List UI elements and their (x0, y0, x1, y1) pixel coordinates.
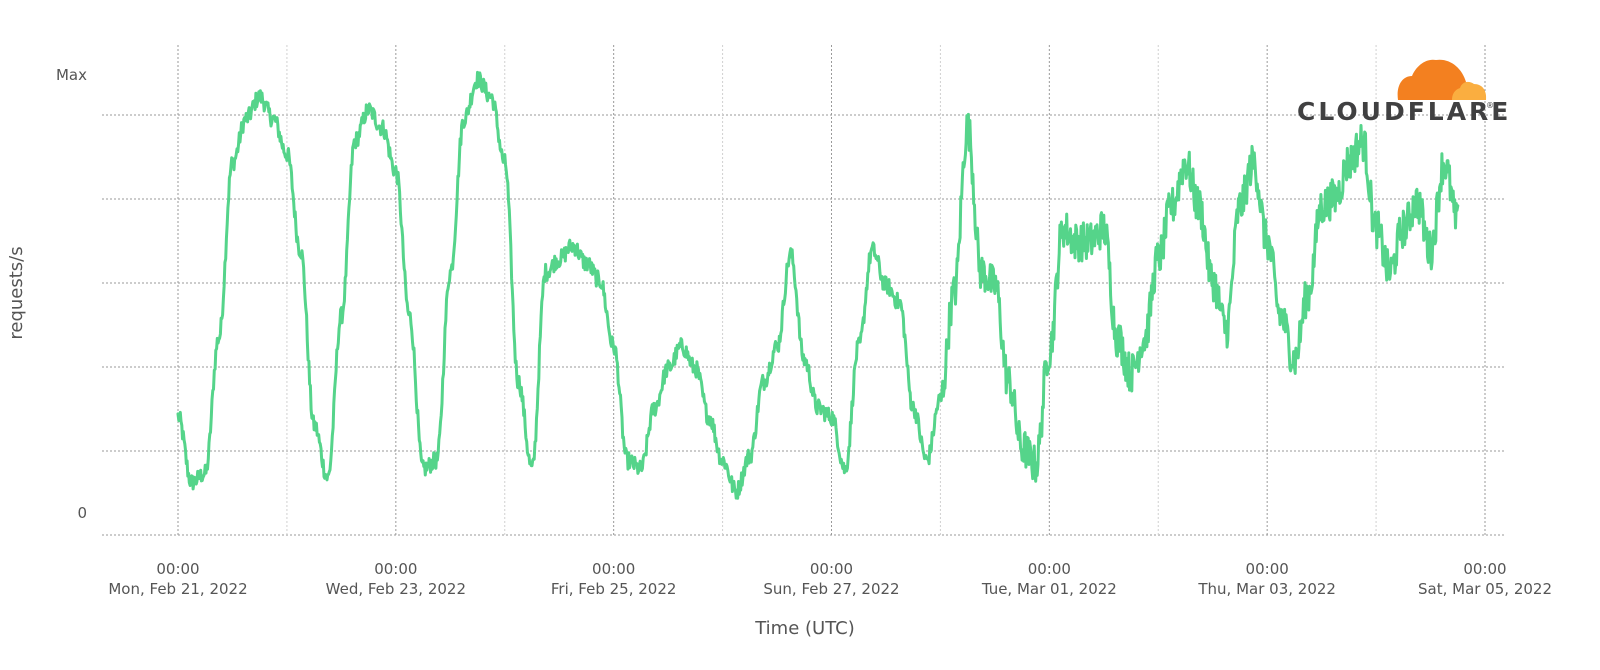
cloudflare-logo: CLOUDFLARE ® (1297, 59, 1511, 126)
x-tick-date: Thu, Mar 03, 2022 (1197, 580, 1336, 598)
x-tick-label: 00:00 Sun, Feb 27, 2022 (763, 560, 899, 598)
x-tick-label: 00:00 Sat, Mar 05, 2022 (1418, 560, 1552, 598)
y-tick-labels: 0 Max (56, 66, 87, 522)
x-tick-date: Sun, Feb 27, 2022 (763, 580, 899, 598)
x-tick-time: 00:00 (156, 560, 199, 578)
registered-mark: ® (1486, 101, 1494, 110)
series-layer (176, 70, 1460, 500)
x-tick-time: 00:00 (1246, 560, 1289, 578)
y-tick-label: 0 (77, 504, 87, 522)
x-tick-label: 00:00 Mon, Feb 21, 2022 (108, 560, 247, 598)
x-tick-labels: 00:00 Mon, Feb 21, 2022 00:00 Wed, Feb 23, … (108, 560, 1552, 598)
x-axis-title: Time (UTC) (754, 618, 855, 639)
x-tick-label: 00:00 Thu, Mar 03, 2022 (1197, 560, 1336, 598)
x-tick-time: 00:00 (1463, 560, 1506, 578)
x-tick-label: 00:00 Wed, Feb 23, 2022 (326, 560, 466, 598)
x-tick-label: 00:00 Tue, Mar 01, 2022 (981, 560, 1117, 598)
x-tick-time: 00:00 (374, 560, 417, 578)
x-tick-date: Mon, Feb 21, 2022 (108, 580, 247, 598)
x-tick-date: Tue, Mar 01, 2022 (981, 580, 1117, 598)
brand-name: CLOUDFLARE (1297, 97, 1511, 126)
x-tick-label: 00:00 Fri, Feb 25, 2022 (551, 560, 677, 598)
y-tick-label: Max (56, 66, 87, 84)
x-tick-time: 00:00 (592, 560, 635, 578)
cloudflare-cloud-icon (1397, 59, 1487, 100)
x-gridlines (177, 45, 1486, 535)
x-tick-time: 00:00 (810, 560, 853, 578)
y-axis-title: requests/s (6, 246, 27, 339)
x-tick-date: Wed, Feb 23, 2022 (326, 580, 466, 598)
x-tick-date: Fri, Feb 25, 2022 (551, 580, 677, 598)
y-gridlines (102, 114, 1505, 536)
series-line-requests (176, 70, 1460, 500)
x-tick-date: Sat, Mar 05, 2022 (1418, 580, 1552, 598)
x-tick-time: 00:00 (1028, 560, 1071, 578)
